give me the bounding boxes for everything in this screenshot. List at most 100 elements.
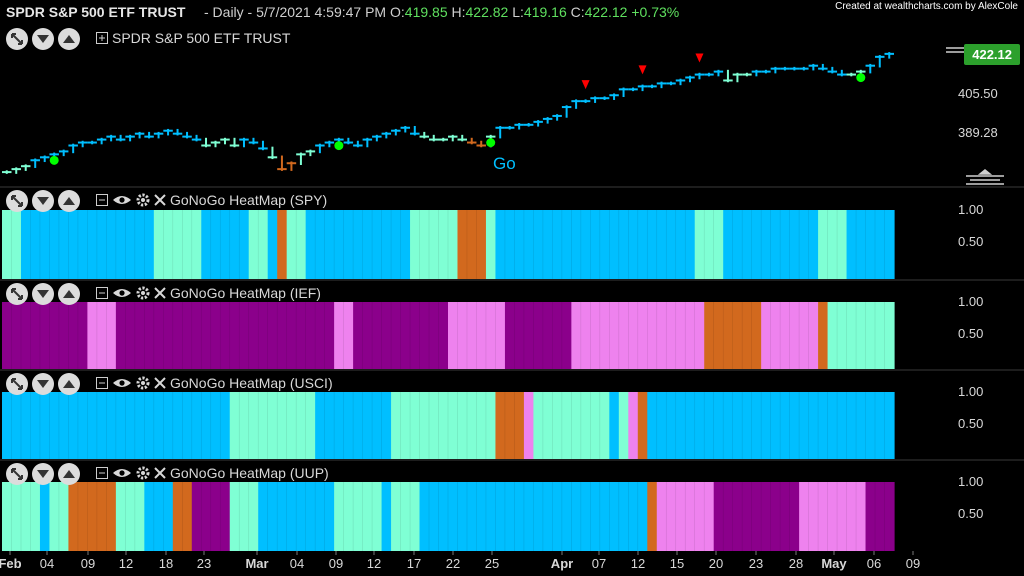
expand-button[interactable] bbox=[6, 463, 28, 485]
expand-button[interactable] bbox=[6, 190, 28, 212]
gear-icon[interactable] bbox=[136, 286, 150, 300]
heatmap-cell bbox=[780, 210, 791, 279]
close-icon[interactable] bbox=[154, 194, 166, 206]
heatmap-cell bbox=[20, 210, 32, 279]
collapse-icon[interactable] bbox=[96, 287, 108, 299]
heatmap-cell bbox=[353, 482, 364, 551]
close-icon[interactable] bbox=[154, 467, 166, 479]
heatmap-cell bbox=[429, 210, 440, 279]
heatmap-cell bbox=[277, 392, 288, 459]
eye-icon[interactable] bbox=[112, 287, 132, 299]
heatmap-cell bbox=[58, 302, 70, 369]
collapse-icon[interactable] bbox=[96, 377, 108, 389]
heatmap-cell bbox=[685, 392, 696, 459]
heatmap-y-tick: 0.50 bbox=[958, 234, 984, 249]
heatmap-cell bbox=[362, 392, 373, 459]
heatmap-cell bbox=[884, 392, 895, 459]
heatmap-cell bbox=[400, 210, 411, 279]
heatmap-cell bbox=[789, 210, 800, 279]
chevron-down-icon bbox=[37, 290, 49, 298]
heatmap-cell bbox=[466, 302, 478, 369]
heatmap-cell bbox=[713, 482, 724, 551]
x-tick-label: 04 bbox=[289, 556, 305, 571]
expand-button[interactable] bbox=[6, 283, 28, 305]
heatmap-cell bbox=[258, 210, 269, 279]
heatmap-cell bbox=[229, 392, 240, 459]
heatmap-cell bbox=[106, 302, 117, 369]
eye-icon[interactable] bbox=[112, 194, 132, 206]
heatmap-cell bbox=[381, 482, 392, 551]
heatmap-cell bbox=[590, 302, 601, 369]
heatmap-cell bbox=[561, 482, 572, 551]
heatmap-cell bbox=[201, 482, 212, 551]
heatmap-cell bbox=[106, 210, 117, 279]
move-up-button[interactable] bbox=[58, 463, 80, 485]
x-tick-label: 06 bbox=[866, 556, 882, 571]
eye-icon[interactable] bbox=[112, 377, 132, 389]
heatmap-cell bbox=[324, 392, 335, 459]
heatmap-cell bbox=[770, 392, 781, 459]
heatmap-cell bbox=[96, 302, 107, 369]
eye-icon[interactable] bbox=[112, 467, 132, 479]
heatmap-cell bbox=[134, 210, 145, 279]
move-up-button[interactable] bbox=[58, 283, 80, 305]
heatmap-cell bbox=[875, 482, 886, 551]
heatmap-cell bbox=[277, 482, 288, 551]
main-panel-title: SPDR S&P 500 ETF TRUST bbox=[96, 30, 290, 46]
heatmap-cell bbox=[618, 482, 629, 551]
scale-handle-icon[interactable] bbox=[966, 169, 1004, 185]
heatmap-cell bbox=[884, 302, 895, 369]
heatmap-cell bbox=[856, 302, 867, 369]
move-down-button[interactable] bbox=[32, 463, 54, 485]
collapse-icon[interactable] bbox=[96, 194, 108, 206]
heatmap-cell bbox=[609, 482, 620, 551]
move-up-button[interactable] bbox=[58, 190, 80, 212]
heatmap-cell bbox=[419, 392, 430, 459]
move-up-button[interactable] bbox=[58, 28, 80, 50]
heatmap-cell bbox=[324, 302, 335, 369]
x-tick-label: 04 bbox=[39, 556, 55, 571]
collapse-icon[interactable] bbox=[96, 467, 108, 479]
heatmap-cell bbox=[68, 482, 79, 551]
heatmap-cell bbox=[296, 392, 307, 459]
heatmap-cell bbox=[837, 392, 848, 459]
go-dot bbox=[49, 155, 59, 165]
heatmap-cell bbox=[599, 302, 610, 369]
move-down-button[interactable] bbox=[32, 28, 54, 50]
heatmap-cell bbox=[58, 210, 70, 279]
heatmap-cell bbox=[134, 302, 145, 369]
expand-button[interactable] bbox=[6, 28, 28, 50]
heatmap-cell bbox=[675, 482, 686, 551]
heatmap-cell bbox=[533, 482, 544, 551]
move-up-button[interactable] bbox=[58, 373, 80, 395]
heatmap-cell bbox=[49, 392, 60, 459]
gear-icon[interactable] bbox=[136, 466, 150, 480]
move-down-button[interactable] bbox=[32, 283, 54, 305]
move-down-button[interactable] bbox=[32, 190, 54, 212]
heatmap-cell bbox=[732, 392, 743, 459]
heatmap-cell bbox=[125, 392, 136, 459]
heatmap-cell bbox=[11, 482, 22, 551]
gear-icon[interactable] bbox=[136, 193, 150, 207]
heatmap-cell bbox=[258, 302, 269, 369]
heatmap-panel-controls bbox=[6, 190, 80, 212]
expand-button[interactable] bbox=[6, 373, 28, 395]
move-down-button[interactable] bbox=[32, 373, 54, 395]
heatmap-cell bbox=[457, 482, 468, 551]
collapse-icon[interactable] bbox=[96, 32, 108, 44]
heatmap-cell bbox=[827, 302, 838, 369]
heatmap-cell bbox=[504, 302, 516, 369]
close-icon[interactable] bbox=[154, 377, 166, 389]
heatmap-cell bbox=[30, 302, 41, 369]
heatmap-cell bbox=[609, 302, 620, 369]
heatmap-cell bbox=[533, 392, 544, 459]
gear-icon[interactable] bbox=[136, 376, 150, 390]
heatmap-cell bbox=[182, 482, 193, 551]
heatmap-cell bbox=[2, 482, 13, 551]
close-icon[interactable] bbox=[154, 287, 166, 299]
heatmap-cell bbox=[628, 482, 639, 551]
heatmap-cell bbox=[761, 482, 772, 551]
heatmap-cell bbox=[875, 392, 886, 459]
heatmap-cell bbox=[163, 392, 174, 459]
